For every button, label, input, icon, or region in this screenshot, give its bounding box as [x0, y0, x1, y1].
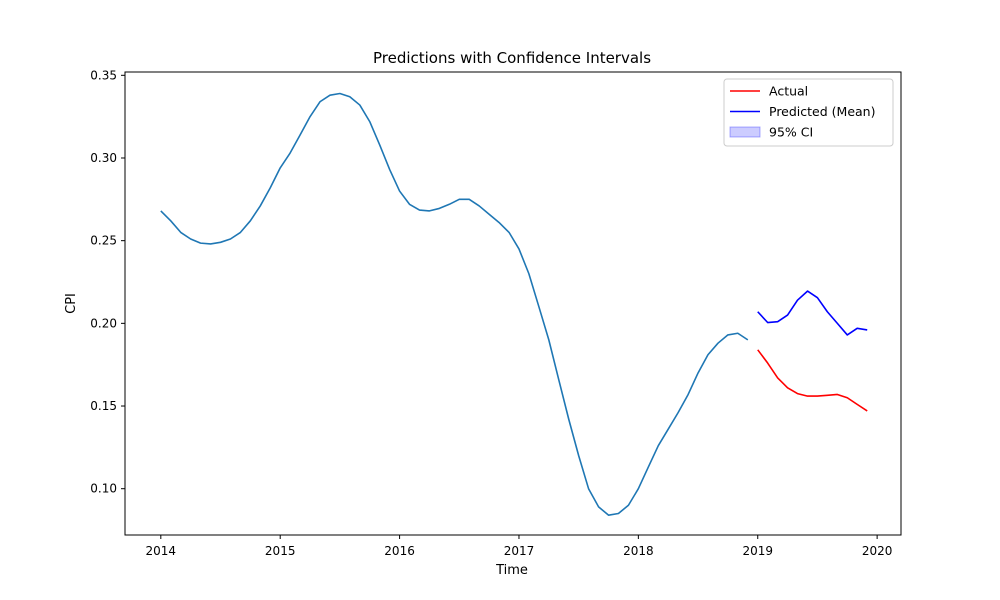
series-line-actual	[757, 349, 868, 412]
y-tick-label: 0.10	[90, 482, 117, 496]
legend-swatch-95-ci	[729, 126, 761, 138]
chart-title: Predictions with Confidence Intervals	[373, 49, 651, 67]
x-tick-label: 2015	[265, 544, 296, 558]
legend: Actual Predicted (Mean) 95% CI	[723, 78, 894, 147]
y-axis: 0.10 0.15 0.20 0.25 0.30 0.35	[90, 68, 125, 496]
series-line-predicted	[757, 290, 868, 336]
x-tick-label: 2018	[623, 544, 654, 558]
x-axis-label: Time	[495, 563, 528, 578]
y-tick-label: 0.30	[90, 151, 117, 165]
legend-label-actual: Actual	[769, 84, 808, 99]
plot-area	[125, 72, 901, 535]
y-tick-label: 0.15	[90, 399, 117, 413]
x-tick-label: 2019	[742, 544, 773, 558]
legend-label-95-ci: 95% CI	[769, 125, 813, 140]
x-axis: 2014 2015 2016 2017 2018 2019 2020	[146, 535, 893, 558]
series-line-history	[160, 92, 749, 516]
series-layer	[160, 92, 868, 516]
legend-box	[723, 78, 894, 147]
x-tick-label: 2014	[146, 544, 177, 558]
x-tick-label: 2017	[504, 544, 535, 558]
plot-frame	[124, 71, 902, 536]
y-axis-label: CPI	[64, 293, 79, 314]
x-tick-label: 2020	[862, 544, 893, 558]
legend-label-predicted-mean: Predicted (Mean)	[769, 104, 875, 119]
y-tick-label: 0.20	[90, 316, 117, 330]
x-tick-label: 2016	[384, 544, 415, 558]
y-tick-label: 0.25	[90, 234, 117, 248]
y-tick-label: 0.35	[90, 68, 117, 82]
